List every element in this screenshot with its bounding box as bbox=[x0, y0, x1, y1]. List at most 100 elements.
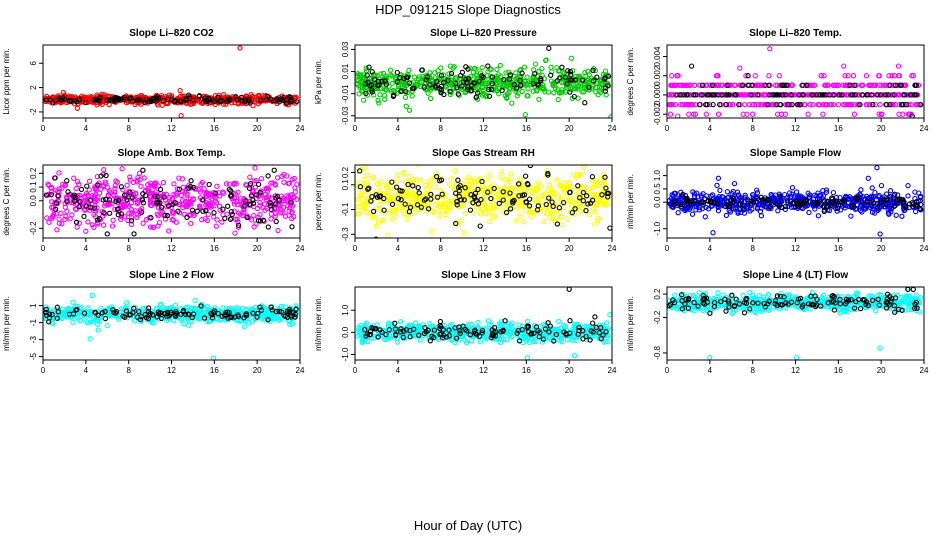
point bbox=[877, 231, 883, 237]
point bbox=[567, 89, 573, 95]
point bbox=[187, 184, 194, 190]
point bbox=[391, 206, 398, 212]
point bbox=[194, 208, 200, 214]
y-tick-label: -2 bbox=[29, 108, 38, 116]
point bbox=[278, 309, 284, 315]
point bbox=[830, 189, 837, 196]
point bbox=[416, 190, 422, 196]
point bbox=[166, 228, 172, 234]
point bbox=[264, 96, 270, 102]
point bbox=[572, 158, 576, 162]
point bbox=[495, 72, 502, 78]
point bbox=[49, 311, 55, 318]
point bbox=[578, 208, 584, 214]
point bbox=[575, 83, 582, 89]
y-tick-label: 6 bbox=[29, 60, 38, 65]
point bbox=[602, 75, 608, 81]
point bbox=[172, 312, 179, 318]
point bbox=[196, 93, 203, 99]
point bbox=[176, 201, 183, 208]
point bbox=[515, 199, 522, 205]
point bbox=[577, 195, 583, 201]
point bbox=[279, 173, 285, 180]
point bbox=[217, 98, 223, 104]
point bbox=[894, 196, 900, 203]
point bbox=[461, 197, 467, 203]
point bbox=[52, 175, 58, 181]
point bbox=[113, 198, 119, 204]
point bbox=[134, 177, 140, 183]
point bbox=[124, 197, 130, 203]
point bbox=[389, 201, 396, 207]
point bbox=[473, 94, 480, 100]
point bbox=[241, 203, 247, 209]
series-selected bbox=[43, 167, 295, 237]
point bbox=[123, 202, 130, 208]
point bbox=[588, 78, 595, 84]
y-tick-label: 0.1 bbox=[341, 179, 350, 191]
point bbox=[203, 193, 210, 199]
point bbox=[841, 199, 847, 205]
point bbox=[493, 204, 499, 211]
point bbox=[111, 192, 117, 198]
point bbox=[255, 181, 262, 188]
point bbox=[488, 195, 494, 202]
point bbox=[580, 198, 586, 204]
point bbox=[432, 70, 438, 76]
point bbox=[363, 90, 369, 97]
point bbox=[692, 111, 699, 117]
point bbox=[891, 203, 898, 209]
point bbox=[200, 208, 206, 214]
point bbox=[251, 213, 257, 219]
point bbox=[159, 204, 165, 210]
point bbox=[286, 208, 292, 214]
point bbox=[715, 73, 721, 79]
point bbox=[709, 192, 716, 198]
x-tick-label: 8 bbox=[126, 244, 131, 253]
point bbox=[232, 94, 239, 100]
point bbox=[534, 187, 540, 193]
point bbox=[155, 223, 161, 229]
point bbox=[699, 82, 706, 88]
point bbox=[823, 101, 829, 108]
point bbox=[107, 97, 113, 103]
point bbox=[674, 73, 680, 79]
point bbox=[268, 180, 274, 186]
point bbox=[568, 210, 575, 216]
point bbox=[570, 200, 576, 206]
point bbox=[457, 72, 464, 79]
point bbox=[671, 202, 677, 208]
series-selected bbox=[674, 63, 924, 118]
point bbox=[738, 198, 745, 204]
point bbox=[112, 206, 118, 213]
point bbox=[448, 176, 454, 182]
y-tick-label: -3 bbox=[29, 336, 38, 344]
point bbox=[823, 204, 830, 210]
point bbox=[248, 217, 255, 223]
point bbox=[229, 211, 235, 218]
point bbox=[560, 69, 566, 75]
point bbox=[219, 313, 225, 319]
point bbox=[438, 87, 445, 93]
point bbox=[244, 214, 250, 221]
point bbox=[389, 179, 395, 185]
point bbox=[788, 92, 794, 98]
point bbox=[199, 179, 206, 186]
point bbox=[732, 92, 738, 98]
point bbox=[863, 101, 869, 108]
point bbox=[206, 318, 213, 325]
point bbox=[915, 82, 922, 88]
point bbox=[594, 182, 600, 189]
x-tick-label: 8 bbox=[126, 366, 131, 375]
point bbox=[416, 74, 423, 80]
y-tick-label: 0.004 bbox=[653, 46, 662, 67]
point bbox=[839, 199, 845, 205]
point bbox=[251, 203, 257, 210]
point bbox=[129, 194, 135, 201]
point bbox=[376, 183, 382, 190]
point bbox=[487, 210, 494, 217]
point bbox=[282, 313, 288, 319]
point bbox=[157, 186, 164, 193]
point bbox=[136, 170, 143, 176]
point bbox=[89, 292, 95, 299]
